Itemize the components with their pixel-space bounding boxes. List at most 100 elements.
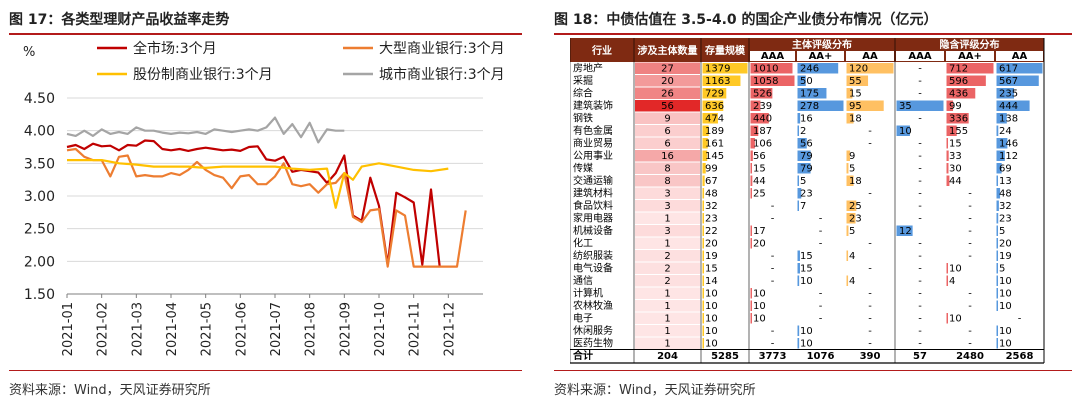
row-value: -: [918, 326, 922, 337]
legend-label: 城市商业银行:3个月: [379, 66, 505, 83]
row-count: 1: [664, 326, 670, 337]
row-value: 20: [705, 239, 718, 250]
row-count: 1: [664, 214, 670, 225]
data-bar: [750, 125, 759, 136]
data-bar: [996, 188, 1001, 199]
row-value: 69: [999, 164, 1012, 175]
row-value: 239: [753, 101, 772, 112]
row-value: -: [771, 201, 775, 212]
row-industry: 休闲服务: [573, 324, 613, 337]
data-bar: [996, 300, 998, 311]
y-tick-label: 2.50: [24, 222, 55, 238]
row-value: 99: [949, 101, 962, 112]
row-value: 23: [999, 214, 1012, 225]
data-bar: [946, 88, 976, 99]
data-bar: [797, 113, 801, 124]
y-tick-label: 4.50: [24, 91, 55, 107]
row-value: 729: [705, 89, 724, 100]
data-bar: [797, 150, 811, 161]
data-bar: [946, 125, 957, 136]
data-bar: [702, 100, 724, 111]
row-industry: 采掘: [573, 74, 593, 87]
row-value: 10: [753, 289, 766, 300]
data-bar: [750, 300, 752, 311]
row-value: -: [771, 326, 775, 337]
count-heat-cell: [635, 250, 700, 262]
series-line-2: [66, 147, 467, 268]
count-heat-cell: [635, 200, 700, 212]
row-value: -: [1018, 314, 1022, 325]
row-value: 526: [753, 89, 772, 100]
data-bar: [702, 200, 704, 211]
row-value: 67: [705, 176, 718, 187]
row-value: -: [771, 276, 775, 287]
x-tick-label: 2021-09: [338, 302, 353, 356]
row-value: 10: [949, 264, 962, 275]
count-heat-cell: [635, 225, 700, 237]
y-tick-label: 3.00: [24, 189, 55, 205]
row-value: 5: [999, 226, 1005, 237]
row-value: 189: [705, 126, 724, 137]
row-value: -: [868, 239, 872, 250]
row-value: -: [868, 126, 872, 137]
row-value: -: [918, 339, 922, 350]
right-source-note: 资料来源：Wind，天风证券研究所: [554, 383, 756, 398]
data-bar: [846, 213, 856, 224]
row-value: 79: [800, 164, 813, 175]
row-value: 10: [999, 276, 1012, 287]
count-heat-cell: [635, 150, 700, 162]
rating-subheader: AA+: [809, 51, 833, 62]
row-value: -: [868, 301, 872, 312]
row-count: 27: [661, 64, 674, 75]
row-value: -: [918, 264, 922, 275]
data-bar: [702, 313, 704, 324]
row-value: 22: [705, 226, 718, 237]
row-industry: 机械设备: [573, 224, 613, 237]
data-bar: [750, 225, 752, 236]
data-bar: [846, 88, 853, 99]
subheader-cell: [750, 51, 795, 61]
row-value: 336: [949, 114, 968, 125]
data-bar: [996, 63, 1043, 74]
row-industry: 纺织服装: [573, 249, 613, 262]
data-bar: [797, 275, 800, 286]
data-bar: [702, 138, 708, 149]
y-axis-unit: %: [23, 45, 35, 60]
row-value: 25: [849, 201, 862, 212]
data-bar: [996, 175, 998, 186]
row-value: 32: [705, 201, 718, 212]
row-industry: 化工: [573, 237, 593, 250]
row-value: 9: [849, 151, 855, 162]
data-bar: [797, 175, 799, 186]
data-bar: [896, 125, 910, 136]
row-industry: 建筑材料: [573, 187, 613, 200]
row-value: -: [819, 314, 823, 325]
count-heat-cell: [635, 162, 700, 174]
data-bar: [750, 313, 752, 324]
data-bar: [750, 113, 769, 124]
row-value: -: [918, 114, 922, 125]
row-industry: 家用电器: [573, 212, 613, 225]
total-value: 3773: [759, 351, 787, 362]
row-value: 35: [899, 101, 912, 112]
row-value: -: [918, 151, 922, 162]
row-value: 10: [949, 314, 962, 325]
data-bar: [846, 175, 854, 186]
row-value: -: [819, 289, 823, 300]
row-value: 246: [800, 64, 819, 75]
row-industry: 食品饮料: [573, 199, 613, 212]
row-value: 24: [999, 126, 1012, 137]
row-value: 25: [753, 189, 766, 200]
y-tick-label: 4.00: [24, 124, 55, 140]
row-value: 16: [800, 114, 813, 125]
row-value: 19: [999, 251, 1012, 262]
row-value: 145: [705, 151, 724, 162]
data-bar: [797, 200, 799, 211]
count-heat-cell: [635, 87, 700, 99]
data-bar: [702, 275, 704, 286]
row-industry: 建筑装饰: [573, 99, 613, 112]
row-count: 8: [664, 164, 670, 175]
row-value: 50: [800, 76, 813, 87]
data-bar: [750, 63, 793, 74]
